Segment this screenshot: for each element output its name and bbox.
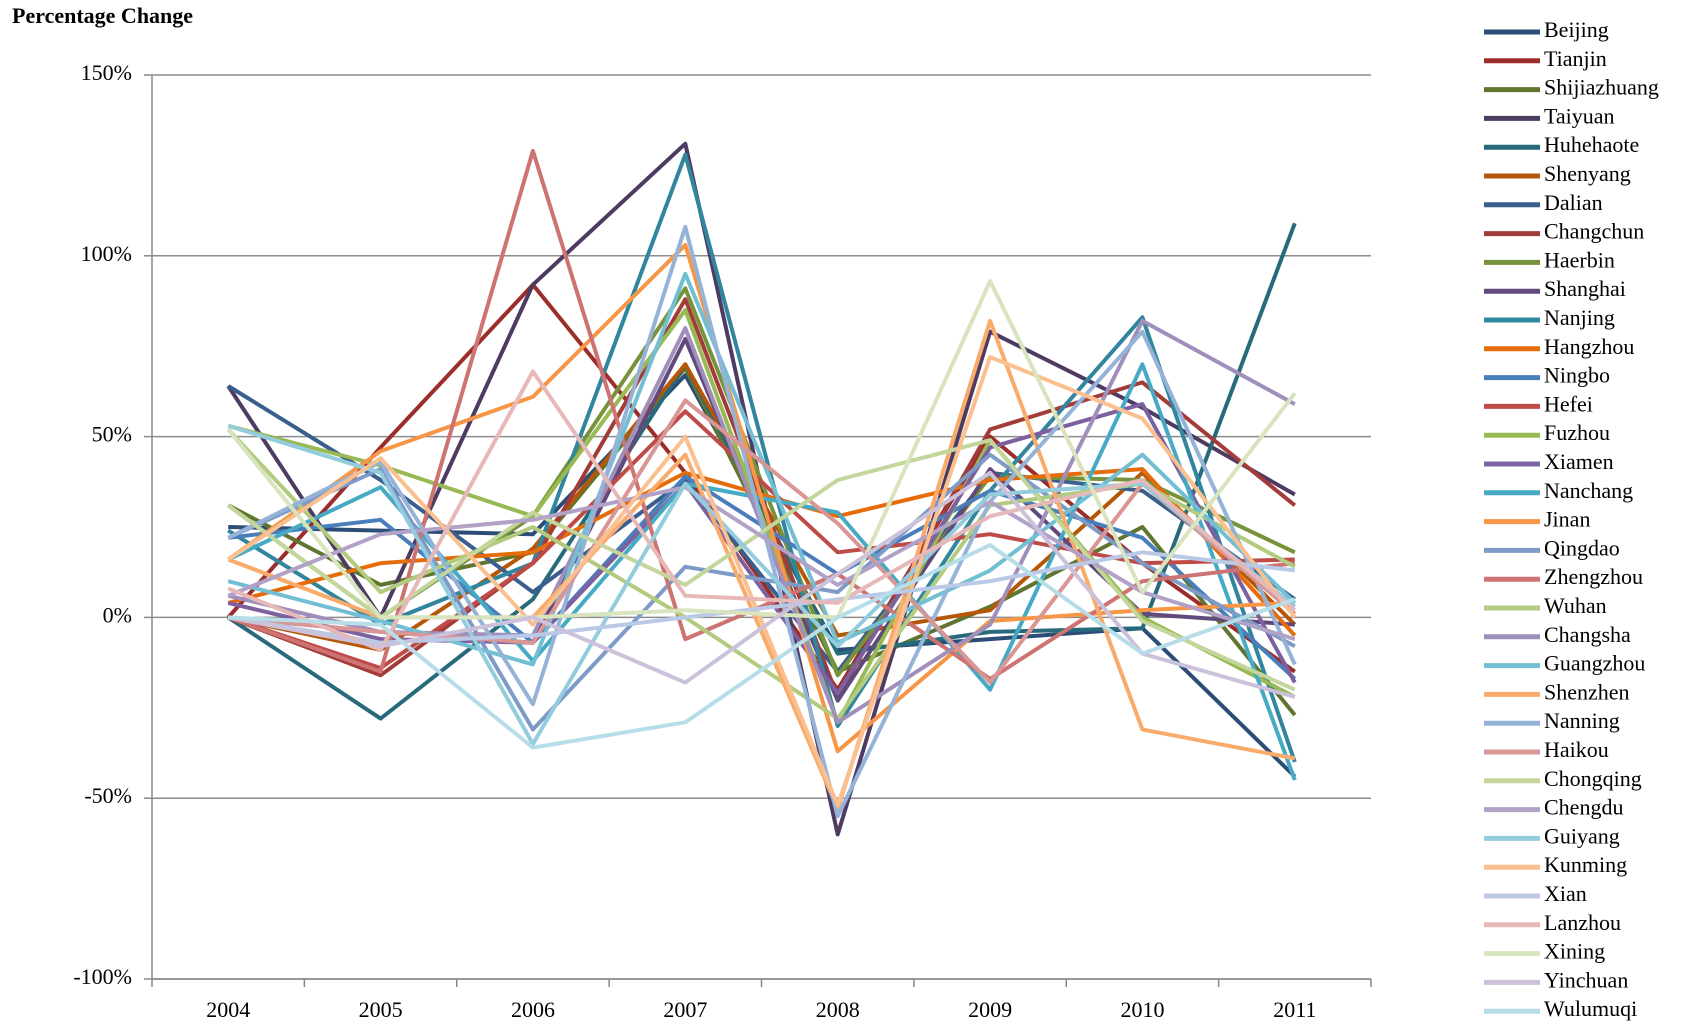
legend-label: Haikou <box>1544 737 1609 762</box>
legend-label: Changsha <box>1544 622 1631 647</box>
y-tick-label: -50% <box>84 783 132 808</box>
series-line <box>226 279 1297 620</box>
y-tick-label: 0% <box>103 602 132 627</box>
x-tick-label: 2011 <box>1273 997 1316 1022</box>
x-tick-label: 2005 <box>359 997 403 1022</box>
chart-title: Percentage Change <box>12 3 193 28</box>
legend-label: Xining <box>1544 939 1605 964</box>
series-line <box>228 398 1297 685</box>
legend-label: Hangzhou <box>1544 334 1634 359</box>
series-line <box>227 222 1297 721</box>
series-line <box>227 243 1295 754</box>
legend-label: Chengdu <box>1544 795 1623 820</box>
y-tick-label: 50% <box>92 422 132 447</box>
x-tick-label: 2010 <box>1120 997 1164 1022</box>
y-tick-label: 150% <box>81 60 132 85</box>
series-line <box>227 485 1296 642</box>
legend-label: Chongqing <box>1544 766 1642 791</box>
legend-label: Beijing <box>1544 17 1609 42</box>
legend-label: Huhehaote <box>1544 132 1639 157</box>
legend-label: Guangzhou <box>1544 651 1645 676</box>
legend-label: Lanzhou <box>1544 910 1621 935</box>
legend-label: Tianjin <box>1544 46 1607 71</box>
legend-label: Guiyang <box>1544 823 1620 848</box>
legend-label: Changchun <box>1544 219 1644 244</box>
series-line <box>227 224 1297 819</box>
series-line <box>228 543 1296 750</box>
legend-label: Shenyang <box>1544 161 1631 186</box>
legend-label: Xiamen <box>1544 449 1614 474</box>
legend-label: Ningbo <box>1544 363 1610 388</box>
legend-label: Nanjing <box>1544 305 1615 330</box>
legend-label: Haerbin <box>1544 247 1615 272</box>
y-tick-label: -100% <box>73 964 132 989</box>
legend-label: Kunming <box>1544 852 1627 877</box>
legend-label: Shanghai <box>1544 276 1626 301</box>
series-line <box>227 470 1296 699</box>
x-tick-label: 2004 <box>206 997 250 1022</box>
legend-label: Wuhan <box>1544 593 1607 618</box>
series-line <box>227 355 1297 808</box>
legend-label: Qingdao <box>1544 535 1620 560</box>
x-tick-label: 2009 <box>968 997 1012 1022</box>
legend-label: Xian <box>1544 881 1587 906</box>
legend-label: Shijiazhuang <box>1544 75 1659 100</box>
legend-label: Jinan <box>1544 507 1590 532</box>
y-tick-label: 100% <box>81 241 132 266</box>
series-line <box>227 152 1297 763</box>
series-line <box>227 271 1297 667</box>
series-line <box>227 452 1296 732</box>
legend-label: Zhengzhou <box>1544 564 1643 589</box>
legend-label: Hefei <box>1544 391 1593 416</box>
legend-label: Wulumuqi <box>1544 996 1637 1021</box>
x-tick-label: 2007 <box>663 997 707 1022</box>
legend-label: Dalian <box>1544 190 1603 215</box>
x-tick-label: 2006 <box>511 997 555 1022</box>
series-line <box>227 369 1297 652</box>
legend-label: Yinchuan <box>1544 967 1628 992</box>
x-tick-label: 2008 <box>816 997 860 1022</box>
legend-label: Fuzhou <box>1544 420 1610 445</box>
legend-label: Nanning <box>1544 708 1620 733</box>
legend-label: Taiyuan <box>1544 103 1615 128</box>
legend-label: Nanchang <box>1544 478 1633 503</box>
legend-label: Shenzhen <box>1544 679 1630 704</box>
